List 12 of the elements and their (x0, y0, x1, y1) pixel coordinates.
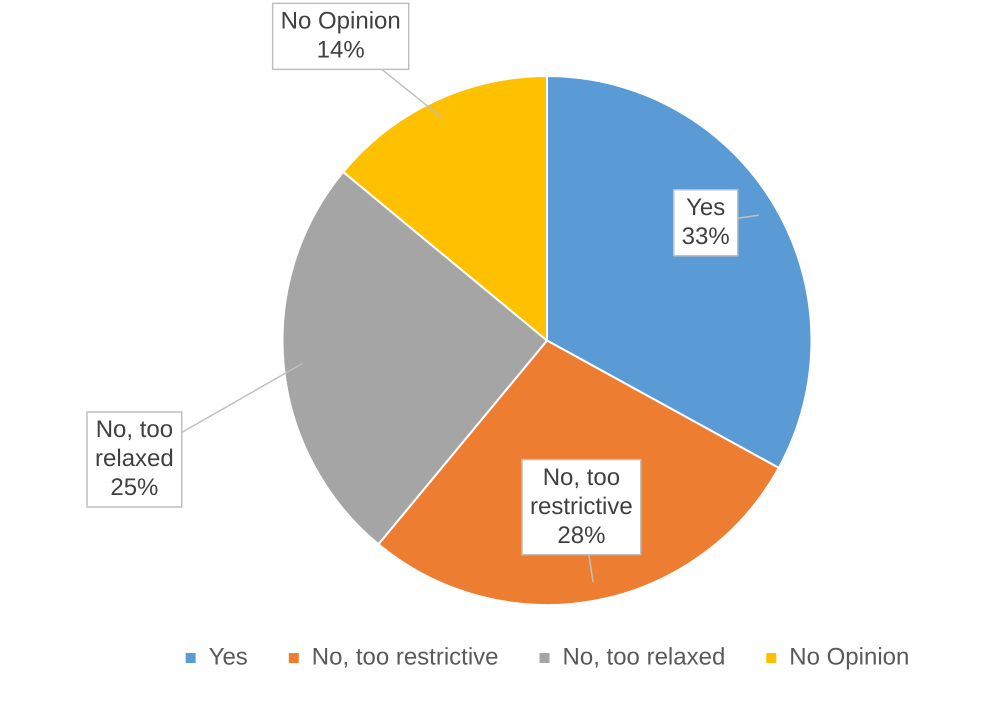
data-label: 14% (316, 36, 365, 64)
slice-label: No Opinion (280, 7, 401, 34)
data-label: 33% (682, 222, 730, 250)
legend-label: No, too restrictive (312, 644, 499, 671)
data-label: 25% (110, 474, 158, 502)
slice-label: No, too restrictive (530, 464, 633, 520)
slice-label: Yes (686, 194, 726, 221)
legend-label: No, too relaxed (562, 644, 726, 671)
slice-label: No, too relaxed (95, 416, 174, 472)
legend-label: Yes (208, 644, 248, 671)
data-label: 28% (557, 522, 606, 549)
legend-label: No Opinion (789, 644, 910, 671)
